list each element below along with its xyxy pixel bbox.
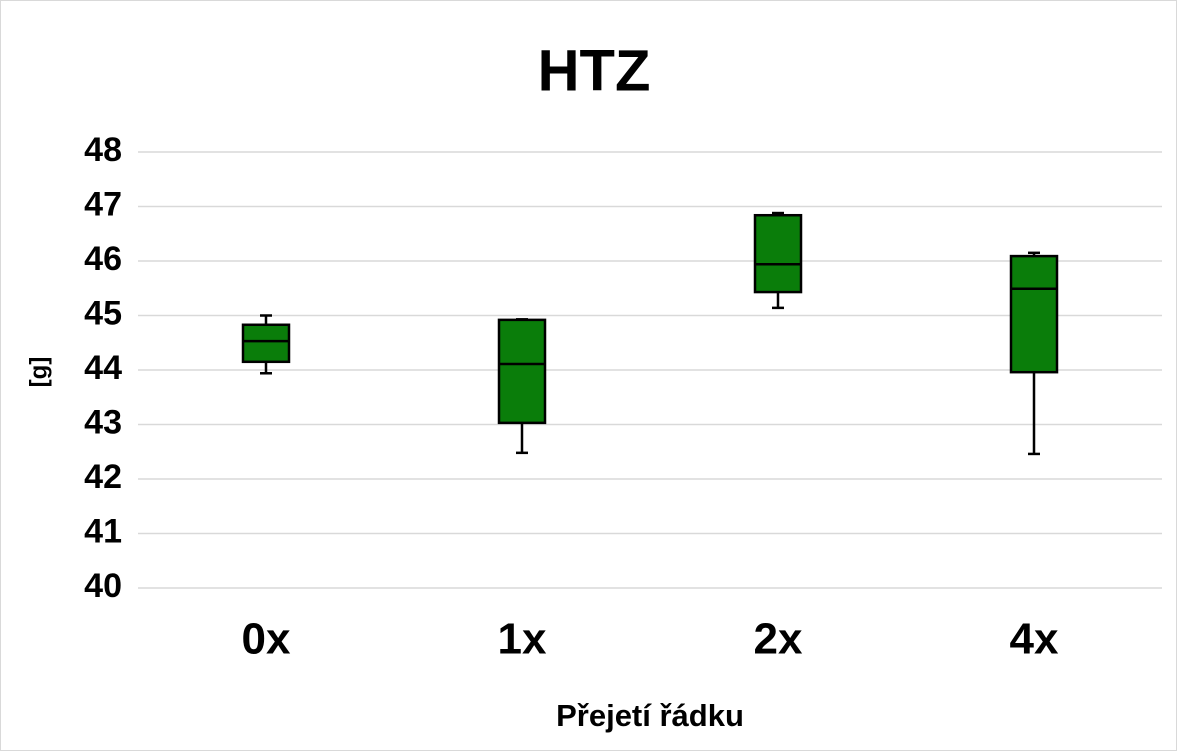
x-tick-label: 0x [242, 615, 291, 664]
y-tick-label: 45 [84, 294, 122, 332]
x-tick-label: 4x [1010, 615, 1059, 664]
y-axis-label: [g] [25, 357, 52, 388]
box [241, 323, 291, 364]
x-tick-label: 2x [754, 615, 803, 664]
x-tick-label: 1x [498, 615, 547, 664]
y-tick-label: 40 [84, 567, 122, 605]
chart-title: HTZ [538, 38, 651, 103]
box [1009, 254, 1059, 374]
box [753, 213, 803, 294]
y-tick-label: 44 [84, 349, 122, 387]
y-tick-label: 46 [84, 240, 122, 278]
y-tick-label: 42 [84, 458, 122, 496]
y-tick-label: 47 [84, 185, 122, 223]
y-tick-label: 41 [84, 512, 122, 550]
y-tick-label: 48 [84, 131, 122, 169]
x-axis-label: Přejetí řádku [556, 698, 744, 733]
y-tick-label: 43 [84, 403, 122, 441]
box [497, 318, 547, 425]
